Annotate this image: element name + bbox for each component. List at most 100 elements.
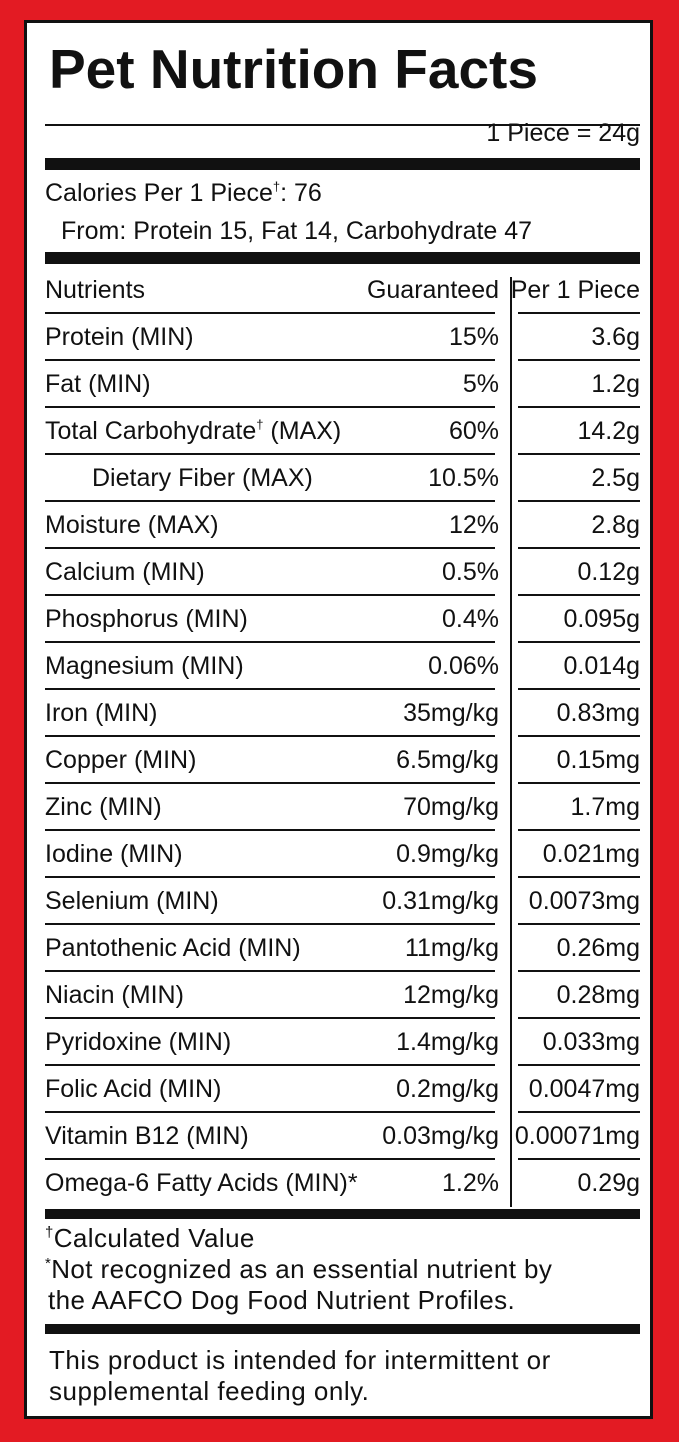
- per-piece-value: 2.5g: [591, 464, 640, 492]
- table-row: Vitamin B12 (MIN) 0.03mg/kg 0.00071mg: [45, 1113, 640, 1160]
- nutrient-name-text: Niacin (MIN): [45, 981, 184, 1009]
- table-row: Pantothenic Acid (MIN) 11mg/kg 0.26mg: [45, 925, 640, 972]
- feeding-notice-line-2: supplemental feeding only.: [49, 1376, 370, 1406]
- row-divider-right: [518, 735, 640, 737]
- row-divider-right: [518, 500, 640, 502]
- row-divider-right: [518, 688, 640, 690]
- nutrient-name-text: Total Carbohydrate: [45, 417, 257, 445]
- calories-dagger: †: [272, 179, 281, 194]
- footnote-divider: [45, 1324, 640, 1334]
- guaranteed-value: 0.9mg/kg: [396, 840, 499, 868]
- guaranteed-value: 0.03mg/kg: [382, 1122, 499, 1150]
- guaranteed-value: 60%: [448, 417, 499, 445]
- table-row: Copper (MIN) 6.5mg/kg 0.15mg: [45, 737, 640, 784]
- row-divider-left: [45, 829, 495, 831]
- guaranteed-value: 11mg/kg: [404, 934, 499, 962]
- nutrient-name-text: Pantothenic Acid (MIN): [45, 934, 301, 962]
- nutrient-name-text: Vitamin B12 (MIN): [45, 1122, 249, 1150]
- nutrient-name-suffix: (MAX): [263, 417, 342, 445]
- nutrient-name: Magnesium (MIN): [45, 643, 244, 690]
- guaranteed-value: 70mg/kg: [403, 793, 499, 821]
- nutrient-name: Phosphorus (MIN): [45, 596, 248, 643]
- row-divider-left: [45, 312, 495, 314]
- footnote-asterisk-cont: the AAFCO Dog Food Nutrient Profiles.: [48, 1285, 516, 1315]
- column-divider: [510, 277, 512, 1207]
- nutrient-name-text: Folic Acid (MIN): [45, 1075, 222, 1103]
- guaranteed-value: 6.5mg/kg: [396, 746, 499, 774]
- row-divider-right: [518, 453, 640, 455]
- guaranteed-value: 1.4mg/kg: [396, 1028, 499, 1056]
- nutrient-name: Fat (MIN): [45, 361, 151, 408]
- nutrient-name: Iron (MIN): [45, 690, 158, 737]
- nutrient-name: Pantothenic Acid (MIN): [45, 925, 301, 972]
- footnote-asterisk-mark: *: [45, 1255, 52, 1272]
- per-piece-value: 1.2g: [591, 370, 640, 398]
- row-divider-right: [518, 782, 640, 784]
- nutrient-name-text: Magnesium (MIN): [45, 652, 244, 680]
- per-piece-value: 0.014g: [563, 652, 640, 680]
- footnotes: †Calculated Value *Not recognized as an …: [45, 1223, 552, 1316]
- footnote-dagger: †Calculated Value: [45, 1223, 552, 1254]
- row-divider-left: [45, 359, 495, 361]
- guaranteed-value: 12%: [448, 511, 499, 539]
- row-divider-left: [45, 547, 495, 549]
- nutrient-name: Pyridoxine (MIN): [45, 1019, 231, 1066]
- footnote-dagger-text: Calculated Value: [53, 1223, 255, 1253]
- per-piece-value: 0.0073mg: [528, 887, 640, 915]
- row-divider-right: [518, 923, 640, 925]
- row-divider-right: [518, 876, 640, 878]
- calories-line: Calories Per 1 Piece†: 76: [45, 177, 322, 209]
- guaranteed-value: 1.2%: [442, 1169, 499, 1197]
- nutrient-name: Dietary Fiber (MAX): [92, 455, 313, 502]
- guaranteed-value: 12mg/kg: [403, 981, 499, 1009]
- nutrient-name-text: Selenium (MIN): [45, 887, 219, 915]
- table-row: Niacin (MIN) 12mg/kg 0.28mg: [45, 972, 640, 1019]
- footnote-asterisk: *Not recognized as an essential nutrient…: [45, 1254, 552, 1285]
- per-piece-value: 0.00071mg: [514, 1122, 640, 1150]
- calories-value: : 76: [280, 179, 322, 207]
- per-piece-value: 0.26mg: [556, 934, 640, 962]
- nutrient-name: Folic Acid (MIN): [45, 1066, 221, 1113]
- row-divider-left: [45, 876, 495, 878]
- row-divider-left: [45, 1111, 495, 1113]
- row-divider-left: [45, 688, 495, 690]
- row-divider-right: [518, 829, 640, 831]
- row-divider-right: [518, 594, 640, 596]
- per-piece-value: 0.033mg: [542, 1028, 640, 1056]
- row-divider-left: [45, 406, 495, 408]
- nutrient-name-text: Zinc (MIN): [45, 793, 162, 821]
- table-header-row: Nutrients Guaranteed Per 1 Piece: [45, 267, 640, 314]
- row-divider-right: [518, 970, 640, 972]
- feeding-notice-line-1: This product is intended for intermitten…: [49, 1345, 551, 1375]
- row-divider-left: [45, 453, 495, 455]
- per-piece-value: 0.29g: [577, 1169, 640, 1197]
- per-piece-value: 0.83mg: [556, 699, 640, 727]
- per-piece-value: 1.7mg: [570, 793, 640, 821]
- table-row: Folic Acid (MIN) 0.2mg/kg 0.0047mg: [45, 1066, 640, 1113]
- table-bottom-divider: [45, 1209, 640, 1219]
- per-piece-value: 0.12g: [577, 558, 640, 586]
- nutrient-name: Iodine (MIN): [45, 831, 183, 878]
- nutrient-name: Omega-6 Fatty Acids (MIN)*: [45, 1160, 358, 1207]
- row-divider-right: [518, 312, 640, 314]
- table-row: Protein (MIN) 15% 3.6g: [45, 314, 640, 361]
- guaranteed-value: 10.5%: [428, 464, 499, 492]
- nutrient-dagger: †: [256, 417, 264, 432]
- table-row: Phosphorus (MIN) 0.4% 0.095g: [45, 596, 640, 643]
- table-row: Selenium (MIN) 0.31mg/kg 0.0073mg: [45, 878, 640, 925]
- table-row: Omega-6 Fatty Acids (MIN)* 1.2% 0.29g: [45, 1160, 640, 1207]
- table-row: Total Carbohydrate† (MAX) 60% 14.2g: [45, 408, 640, 455]
- table-row: Moisture (MAX) 12% 2.8g: [45, 502, 640, 549]
- title-divider: [45, 124, 640, 126]
- row-divider-left: [45, 1158, 495, 1160]
- feeding-notice: This product is intended for intermitten…: [49, 1345, 551, 1407]
- nutrient-name-text: Protein (MIN): [45, 323, 194, 351]
- per-piece-value: 2.8g: [591, 511, 640, 539]
- row-divider-right: [518, 1158, 640, 1160]
- row-divider-right: [518, 1111, 640, 1113]
- footnote-asterisk-text-1: Not recognized as an essential nutrient …: [51, 1254, 553, 1284]
- guaranteed-value: 35mg/kg: [403, 699, 499, 727]
- table-row: Iodine (MIN) 0.9mg/kg 0.021mg: [45, 831, 640, 878]
- serving-size: 1 Piece = 24g: [486, 119, 640, 147]
- guaranteed-value: 15%: [448, 323, 499, 351]
